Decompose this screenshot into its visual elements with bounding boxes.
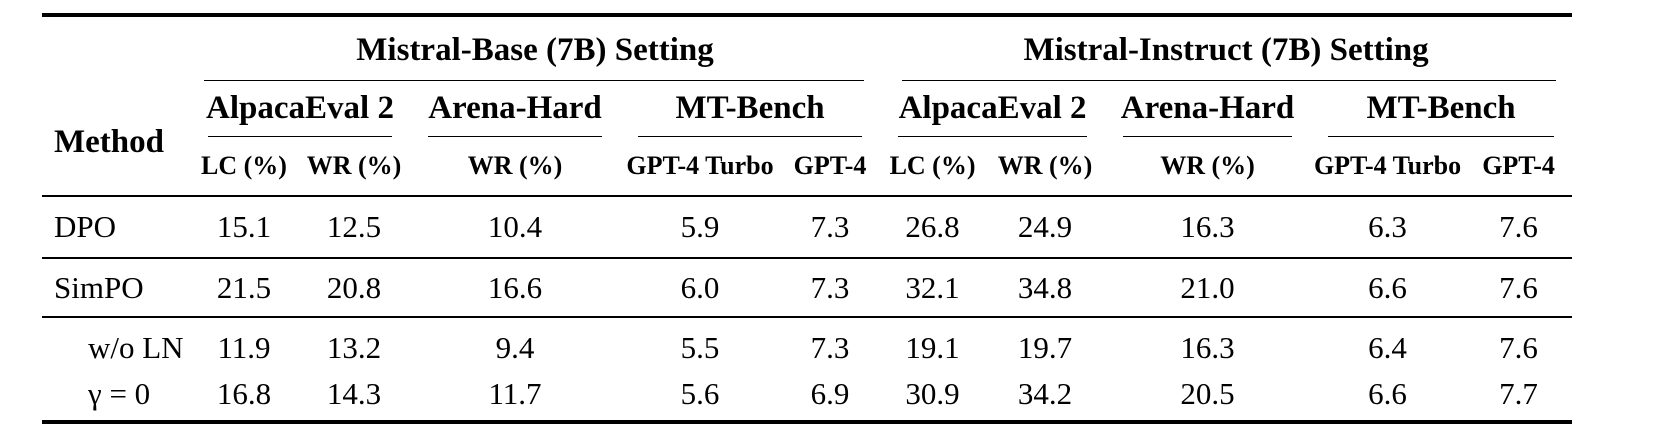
value-cell: 9.4 bbox=[495, 329, 535, 365]
value-cell: 21.5 bbox=[190, 258, 298, 318]
setting-header-instruct-label: Mistral-Instruct (7B) Setting bbox=[1023, 31, 1429, 68]
table-row-dpo: DPO 15.1 12.5 10.4 5.9 7.3 26.8 24.9 16.… bbox=[42, 196, 1573, 259]
value-cell: 20.5 bbox=[1180, 375, 1235, 411]
rule-under-benchmark bbox=[1123, 136, 1293, 137]
value-cell: 6.6 bbox=[1368, 375, 1407, 411]
rule-under-benchmark bbox=[208, 136, 392, 137]
rule-under-benchmark bbox=[428, 136, 602, 137]
benchmark-label: MT-Bench bbox=[675, 89, 825, 126]
value-cell: 7.3 bbox=[780, 258, 881, 318]
metric-header-wr-base: WR (%) bbox=[298, 137, 410, 197]
metric-header-lc-base: LC (%) bbox=[190, 137, 298, 197]
value-cell: 16.3 bbox=[1105, 196, 1311, 259]
value-cell: 16.8 bbox=[216, 375, 272, 411]
benchmark-label: Arena-Hard bbox=[1120, 89, 1295, 126]
method-column-header: Method bbox=[42, 15, 190, 197]
metric-header-lc-instruct: LC (%) bbox=[880, 137, 986, 197]
method-cell: w/o LN bbox=[88, 329, 184, 365]
value-cell: 6.0 bbox=[620, 258, 780, 318]
benchmark-header-alpacaeval-base: AlpacaEval 2 bbox=[190, 81, 410, 137]
value-cell: 24.9 bbox=[985, 196, 1106, 259]
setting-header-row: Method Mistral-Base (7B) Setting Mistral… bbox=[42, 15, 1572, 197]
value-cell: 19.1 bbox=[905, 329, 960, 365]
value-cell: 13.2 bbox=[326, 329, 382, 365]
benchmark-label: AlpacaEval 2 bbox=[898, 89, 1087, 126]
metric-header-arenawr-base: WR (%) bbox=[410, 137, 620, 197]
table-row-simpo: SimPO 21.5 20.8 16.6 6.0 7.3 32.1 34.8 2… bbox=[42, 258, 1573, 318]
value-cell: 7.6 bbox=[1499, 329, 1538, 365]
value-cell: 11.9 bbox=[217, 329, 271, 365]
benchmark-header-alpacaeval-instruct: AlpacaEval 2 bbox=[880, 81, 1105, 137]
method-cell: γ = 0 bbox=[88, 375, 151, 411]
value-cell: 14.3 bbox=[326, 375, 382, 411]
value-cell: 30.9 bbox=[905, 375, 960, 411]
benchmark-label: Arena-Hard bbox=[428, 89, 602, 126]
value-cell: 21.0 bbox=[1105, 258, 1311, 318]
value-cell: 32.1 bbox=[880, 258, 986, 318]
value-cell: 7.3 bbox=[780, 196, 881, 259]
value-cell: 16.6 bbox=[410, 258, 620, 318]
value-cell: 5.6 bbox=[680, 375, 720, 411]
benchmark-header-mtbench-instruct: MT-Bench bbox=[1310, 81, 1572, 137]
value-cell: 10.4 bbox=[410, 196, 620, 259]
value-cell: 6.3 bbox=[1310, 196, 1466, 259]
value-cell: 7.3 bbox=[810, 329, 850, 365]
value-cell: 7.7 bbox=[1499, 375, 1538, 411]
setting-header-base-label: Mistral-Base (7B) Setting bbox=[356, 31, 714, 68]
metric-header-gpt4-instruct: GPT-4 bbox=[1465, 137, 1573, 197]
value-cell: 34.8 bbox=[985, 258, 1106, 318]
value-cell: 6.9 bbox=[810, 375, 850, 411]
benchmark-header-arenahard-instruct: Arena-Hard bbox=[1105, 81, 1310, 137]
value-cell: 7.6 bbox=[1465, 258, 1573, 318]
benchmark-results-table: Method Mistral-Base (7B) Setting Mistral… bbox=[42, 13, 1573, 424]
value-cell: 5.9 bbox=[620, 196, 780, 259]
value-cell: 7.6 bbox=[1465, 196, 1573, 259]
benchmark-header-arenahard-base: Arena-Hard bbox=[410, 81, 620, 137]
benchmark-label: AlpacaEval 2 bbox=[206, 89, 394, 126]
metric-header-gpt4turbo-base: GPT-4 Turbo bbox=[620, 137, 780, 197]
value-cell: 16.3 bbox=[1180, 329, 1235, 365]
rule-under-instruct-setting bbox=[902, 80, 1557, 81]
table-row-wo-ln: w/o LN 11.9 13.2 9.4 5.5 7.3 19.1 19.7 1… bbox=[42, 317, 1572, 371]
metric-header-row: LC (%) WR (%) WR (%) GPT-4 Turbo GPT-4 L… bbox=[42, 137, 1573, 197]
value-cell: 11.7 bbox=[488, 375, 542, 411]
metric-header-gpt4turbo-instruct: GPT-4 Turbo bbox=[1310, 137, 1466, 197]
value-cell: 15.1 bbox=[190, 196, 298, 259]
value-cell: 6.4 bbox=[1368, 329, 1407, 365]
value-cell: 20.8 bbox=[298, 258, 410, 318]
value-cell: 5.5 bbox=[680, 329, 720, 365]
value-cell: 6.6 bbox=[1310, 258, 1466, 318]
benchmark-label: MT-Bench bbox=[1366, 89, 1516, 126]
metric-header-arenawr-instruct: WR (%) bbox=[1105, 137, 1311, 197]
rule-under-benchmark bbox=[898, 136, 1088, 137]
setting-header-instruct: Mistral-Instruct (7B) Setting bbox=[880, 15, 1572, 81]
method-cell: DPO bbox=[42, 196, 190, 259]
value-cell: 12.5 bbox=[298, 196, 410, 259]
benchmark-header-mtbench-base: MT-Bench bbox=[620, 81, 880, 137]
value-cell: 26.8 bbox=[880, 196, 986, 259]
benchmark-header-row: AlpacaEval 2 Arena-Hard MT-Bench AlpacaE… bbox=[42, 81, 1572, 137]
method-cell: SimPO bbox=[42, 258, 190, 318]
rule-under-benchmark bbox=[1328, 136, 1555, 137]
rule-under-benchmark bbox=[638, 136, 863, 137]
setting-header-base: Mistral-Base (7B) Setting bbox=[190, 15, 880, 81]
rule-under-base-setting bbox=[204, 80, 865, 81]
value-cell: 19.7 bbox=[1017, 329, 1073, 365]
metric-header-wr-instruct: WR (%) bbox=[985, 137, 1106, 197]
table-row-gamma-zero: γ = 0 16.8 14.3 11.7 5.6 6.9 30.9 34.2 2… bbox=[42, 371, 1572, 422]
metric-header-gpt4-base: GPT-4 bbox=[780, 137, 881, 197]
value-cell: 34.2 bbox=[1017, 375, 1073, 411]
